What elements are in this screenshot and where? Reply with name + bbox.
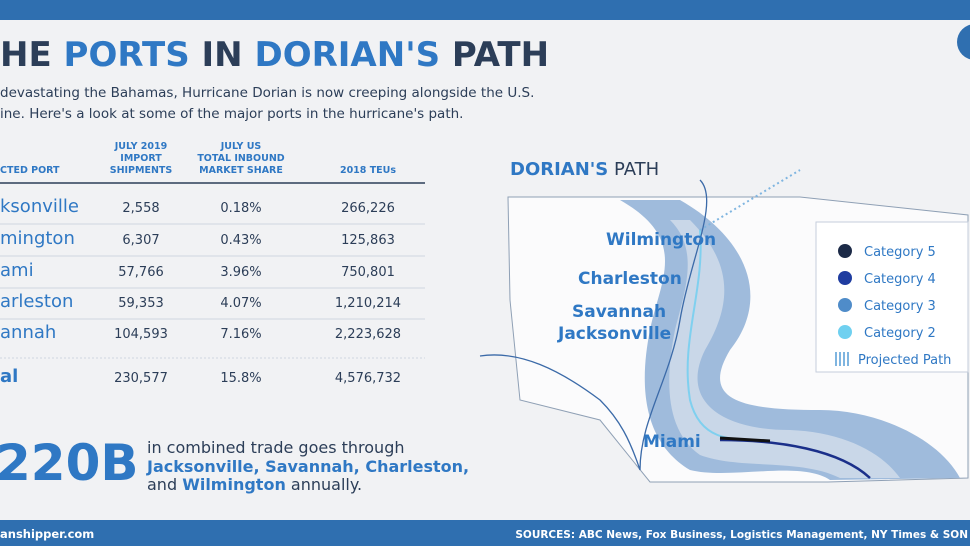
callout-part: Wilmington [182,475,286,494]
city: Charleston [578,269,682,289]
city-labels: Wilmington Charleston Savannah Jacksonvi… [557,230,716,452]
title-part: IN [190,35,255,75]
intro-line: ine. Here's a look at some of the major … [0,106,463,122]
port-name: mington [0,228,75,249]
table-cell: 104,593 [114,327,168,342]
legend-label: Category 3 [864,299,936,314]
port-name: ksonville [0,196,79,217]
legend-label: Category 5 [864,245,936,260]
cone-inner [669,220,900,478]
city: Savannah [572,302,666,322]
table-cell: 2,223,628 [335,327,401,342]
column-header: TOTAL INBOUND [197,153,284,164]
column-header: JULY 2019 [114,141,167,152]
table-cell: 4.07% [220,296,261,311]
title-part: HE [0,35,64,75]
table-cell: 6,307 [122,233,159,248]
callout-part: annually. [286,475,362,494]
city: Jacksonville [557,324,671,344]
column-header: 2018 TEUs [340,165,396,176]
column-header: MARKET SHARE [199,165,283,176]
map-title-part: PATH [608,159,659,180]
table-cell: 125,863 [341,233,395,248]
table-cell: 230,577 [114,371,168,386]
legend-icon [838,325,852,339]
legend-label: Category 2 [864,326,936,341]
port-name: al [0,366,18,387]
title: HE PORTS IN DORIAN'S PATH [0,35,549,75]
logo-badge [957,24,970,60]
callout-part: and [147,475,182,494]
title-part: PORTS [64,35,190,75]
table-cell: 7.16% [220,327,261,342]
table-cell: 4,576,732 [335,371,401,386]
table-cell: 750,801 [341,265,395,280]
column-header: IMPORT [120,153,162,164]
table-cell: 15.8% [220,371,261,386]
intro-line: devastating the Bahamas, Hurricane Doria… [0,85,534,101]
footer-sources: SOURCES: ABC News, Fox Business, Logisti… [515,529,968,541]
table-cell: 59,353 [118,296,164,311]
coastline [479,179,708,471]
legend-icon [838,298,852,312]
footer-site: anshipper.com [0,527,94,541]
title-part: DORIAN'S [254,35,440,75]
table-cell: 1,210,214 [335,296,401,311]
port-name: annah [0,322,56,343]
map-title: DORIAN'S PATH [510,159,659,180]
table-cell: 266,226 [341,201,395,216]
path-cat5 [719,436,771,443]
legend-label: Category 4 [864,272,936,287]
table-cell: 2,558 [122,201,159,216]
legend-label: Projected Path [858,353,951,368]
city: Wilmington [606,230,716,250]
port-name: ami [0,260,34,281]
table-cell: 57,766 [118,265,164,280]
legend: Category 5 Category 4 Category 3 Category 2… [835,244,951,368]
column-header: SHIPMENTS [110,165,173,176]
top-bar [0,0,970,20]
footer-bar [0,520,970,546]
city: Miami [643,432,701,452]
map-title-part: DORIAN'S [510,159,608,180]
callout-line: in combined trade goes through [147,438,405,457]
table-cell: 3.96% [220,265,261,280]
legend-icon [838,244,852,258]
callout-figure: 220B [0,434,138,492]
port-name: arleston [0,291,73,312]
column-header: CTED PORT [0,165,60,176]
callout-line: and Wilmington annually. [147,475,362,494]
table-cell: 0.18% [220,201,261,216]
column-header: JULY US [220,141,262,152]
callout-line: Jacksonville, Savannah, Charleston, [146,457,469,476]
table-cell: 0.43% [220,233,261,248]
title-part: PATH [440,35,549,75]
legend-icon [838,271,852,285]
